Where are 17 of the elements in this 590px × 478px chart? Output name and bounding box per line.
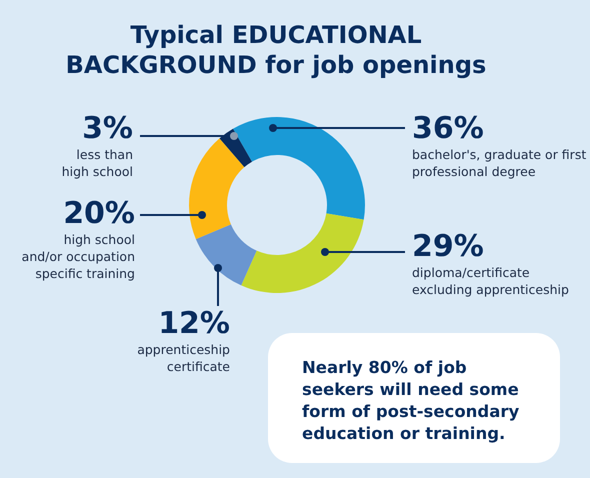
donut-slice: [189, 138, 244, 240]
slice-label: diploma/certificate excluding apprenticeship: [412, 264, 570, 298]
text: Nearly 80% of job seekers will need some form of post-secondary education or training.: [268, 333, 560, 463]
donut-slice: [241, 213, 364, 293]
data-label: 20%: [62, 196, 135, 231]
donut-slice: [233, 117, 365, 220]
slice-label: high school and/or occupation specific training: [20, 231, 135, 282]
data-label: 3%: [81, 111, 133, 146]
donut-slice: [196, 224, 257, 286]
chart-title: Typical EDUCATIONAL BACKGROUND for job openings: [64, 20, 488, 80]
slice-label: apprenticeship certificate: [136, 341, 230, 375]
data-label: 29%: [412, 229, 485, 264]
slice-label: less than high school: [60, 146, 133, 180]
slice-label: bachelor's, graduate or first professional degree: [412, 146, 587, 180]
data-label: 36%: [412, 111, 485, 146]
donut-slice: [220, 128, 252, 168]
data-label: 12%: [157, 306, 230, 341]
